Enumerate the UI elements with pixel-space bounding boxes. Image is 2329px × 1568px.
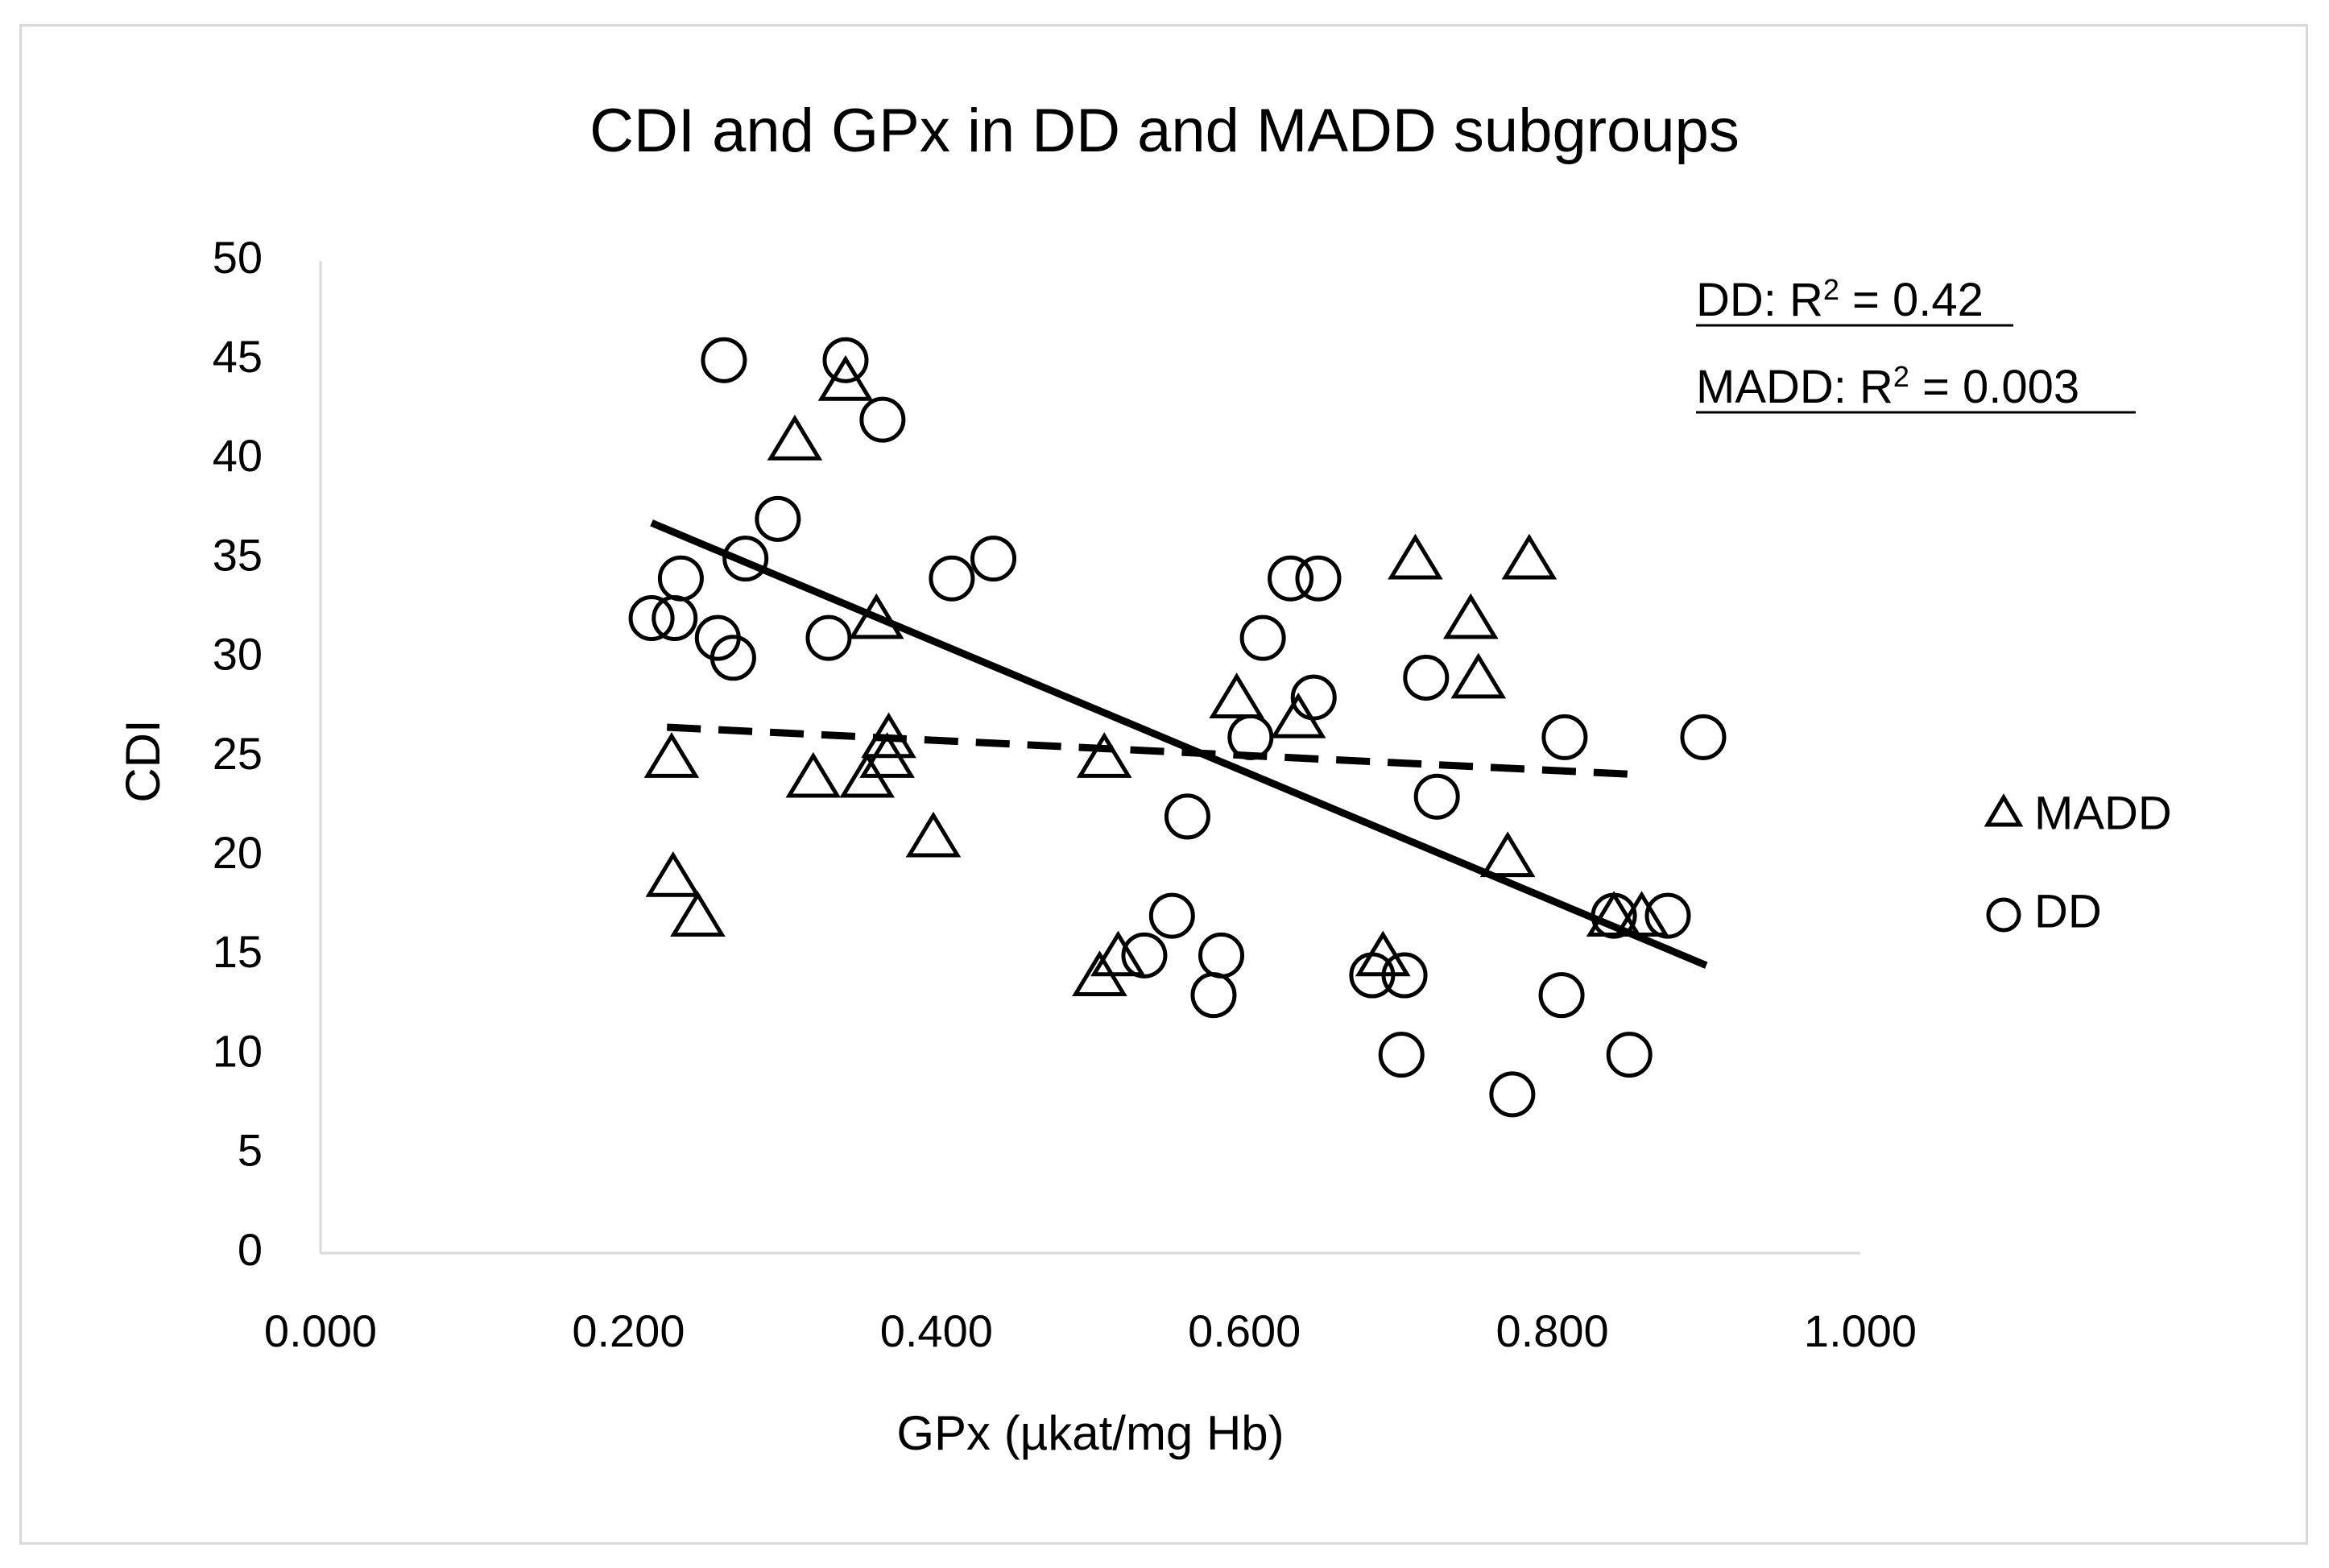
legend-label-madd: MADD — [2034, 787, 2172, 839]
madd-point — [1614, 891, 1669, 937]
axes — [319, 261, 1860, 1255]
y-tick-labels: 0 5 10 15 20 25 30 35 40 45 50 — [213, 232, 263, 1275]
x-tick-label: 1.000 — [1804, 1305, 1917, 1356]
annotation-dd: DD: R2 = 0.42 — [1696, 273, 1984, 326]
dd-point — [1403, 654, 1450, 701]
dd-point — [1489, 1071, 1536, 1118]
y-tick-label: 20 — [213, 827, 263, 878]
dd-point — [1148, 892, 1195, 939]
dd-point — [657, 555, 704, 602]
dd-point — [1644, 892, 1691, 939]
madd-point — [1076, 732, 1132, 778]
trendline-dd — [650, 519, 1708, 969]
dd-point — [929, 555, 975, 602]
y-tick-label: 35 — [213, 529, 263, 580]
dd-point — [1239, 614, 1286, 661]
y-tick-label: 25 — [213, 728, 263, 779]
dd-point — [1268, 555, 1314, 602]
madd-point — [1270, 692, 1326, 738]
madd-point — [785, 751, 842, 798]
madd-point — [670, 891, 726, 937]
dd-point — [1290, 674, 1337, 721]
y-tick-label: 15 — [213, 926, 263, 977]
dd-point — [1606, 1032, 1653, 1078]
dd-point — [805, 614, 852, 661]
y-tick-label: 50 — [213, 232, 263, 283]
dd-point — [652, 595, 698, 642]
dd-point — [755, 495, 801, 542]
y-tick-label: 40 — [213, 430, 263, 481]
madd-point — [643, 732, 700, 778]
y-tick-label: 0 — [238, 1224, 263, 1275]
dd-point — [1541, 714, 1588, 760]
markers — [628, 337, 1727, 1118]
dd-point — [1121, 932, 1168, 978]
dd-point — [859, 396, 906, 443]
dd-point — [1295, 555, 1342, 602]
dd-point — [970, 536, 1017, 582]
r-squared-annotations: DD: R2 = 0.42 MADD: R2 = 0.003 — [1696, 273, 2136, 414]
madd-point — [1388, 533, 1443, 580]
dd-point — [1381, 952, 1428, 999]
x-tick-labels: 0.000 0.200 0.400 0.600 0.800 1.000 — [264, 1305, 1917, 1356]
legend-circle-icon — [1986, 897, 2021, 933]
y-axis-label: CDI — [116, 719, 170, 802]
madd-point — [1501, 533, 1557, 580]
x-tick-label: 0.200 — [572, 1305, 685, 1356]
dd-point — [722, 536, 769, 582]
y-tick-label: 45 — [213, 331, 263, 382]
dd-point — [1190, 972, 1237, 1019]
x-tick-label: 0.400 — [880, 1305, 993, 1356]
madd-point — [1209, 672, 1264, 718]
y-tick-label: 5 — [238, 1125, 263, 1176]
x-tick-label: 0.000 — [264, 1305, 377, 1356]
x-axis-label: GPx (µkat/mg Hb) — [896, 1406, 1284, 1460]
legend: MADD DD — [1984, 787, 2172, 937]
chart-title: CDI and GPx in DD and MADD subgroups — [589, 97, 1740, 165]
madd-point — [905, 811, 962, 858]
legend-item-madd: MADD — [1984, 787, 2172, 839]
madd-point — [817, 355, 874, 401]
dd-point — [701, 337, 747, 383]
trendlines — [650, 519, 1708, 969]
madd-point — [1442, 593, 1499, 639]
madd-point — [645, 851, 701, 897]
madd-point — [1479, 831, 1536, 878]
legend-triangle-icon — [1984, 793, 2024, 827]
dd-point — [1164, 793, 1210, 840]
dd-point — [1349, 952, 1396, 999]
dd-point — [628, 595, 675, 642]
dd-point — [1538, 972, 1585, 1019]
madd-point — [861, 712, 916, 759]
y-tick-label: 10 — [213, 1025, 263, 1076]
x-tick-label: 0.600 — [1188, 1305, 1301, 1356]
chart-frame — [19, 24, 2308, 1545]
dd-point — [822, 337, 869, 383]
madd-point — [1450, 652, 1507, 699]
dd-point — [1198, 932, 1245, 978]
madd-point — [1586, 891, 1642, 937]
madd-point — [767, 414, 823, 461]
x-tick-label: 0.800 — [1496, 1305, 1609, 1356]
dd-point — [1680, 714, 1727, 760]
madd-point — [1090, 930, 1146, 977]
dd-point — [1591, 892, 1637, 939]
legend-label-dd: DD — [2034, 885, 2102, 937]
legend-item-dd: DD — [1986, 885, 2102, 937]
dd-point — [709, 635, 756, 681]
dd-point — [1378, 1032, 1425, 1078]
dd-point — [1413, 773, 1460, 820]
annotation-madd: MADD: R2 = 0.003 — [1696, 360, 2079, 413]
dd-point — [1227, 714, 1274, 760]
trendline-madd — [666, 723, 1645, 779]
y-tick-label: 30 — [213, 629, 263, 680]
madd-point — [848, 593, 904, 639]
